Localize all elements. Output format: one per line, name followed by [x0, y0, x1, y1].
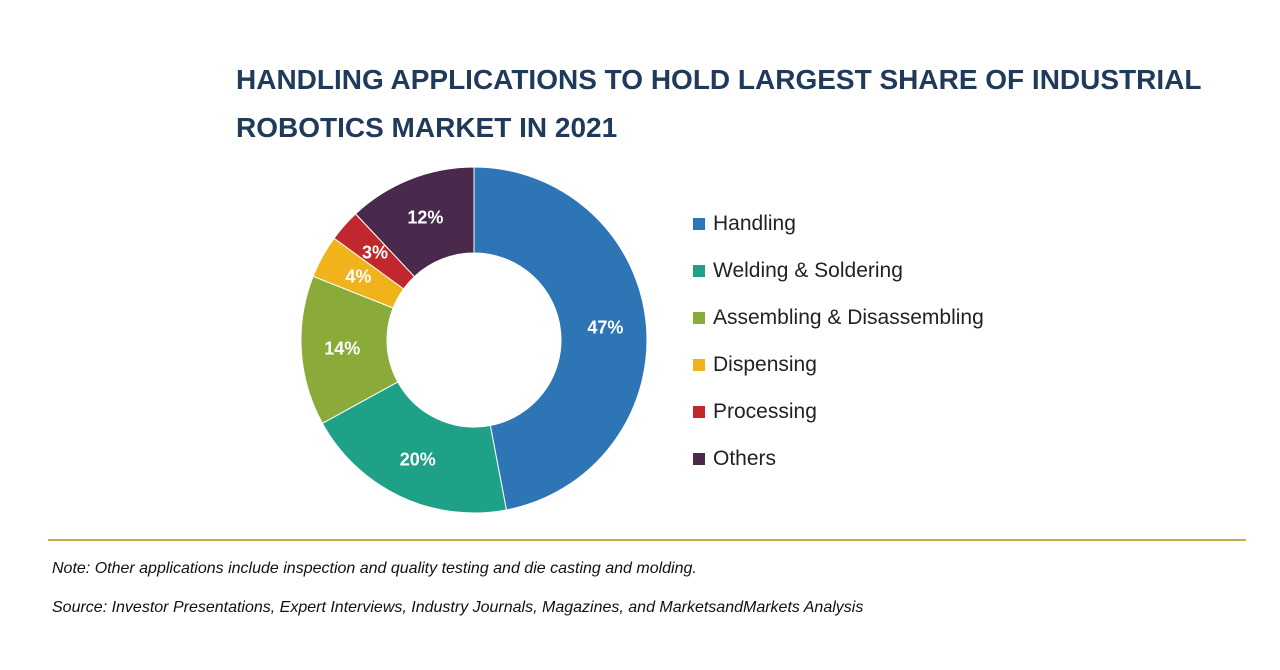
chart-legend: Handling Welding & Soldering Assembling & …: [693, 200, 984, 482]
chart-note: Note: Other applications include inspect…: [52, 560, 697, 577]
data-label-dispensing: 4%: [345, 266, 371, 286]
donut-slices: [300, 166, 648, 514]
legend-item: Processing: [693, 388, 984, 435]
donut-slice-labels: 47% 20% 14% 4% 3% 12%: [324, 207, 623, 469]
legend-swatch: [693, 311, 705, 324]
legend-swatch: [693, 264, 705, 277]
legend-label: Processing: [713, 399, 817, 423]
legend-swatch: [693, 405, 705, 418]
legend-label: Assembling & Disassembling: [713, 305, 984, 329]
legend-label: Handling: [713, 211, 796, 235]
chart-source: Source: Investor Presentations, Expert I…: [52, 599, 864, 616]
data-label-assembling-disassembling: 14%: [324, 338, 360, 358]
data-label-processing: 3%: [362, 243, 388, 263]
legend-item: Welding & Soldering: [693, 247, 984, 294]
legend-swatch: [693, 452, 705, 465]
footer-divider: [48, 539, 1246, 541]
slice-others: [354, 166, 475, 278]
legend-swatch: [693, 217, 705, 230]
legend-item: Handling: [693, 200, 984, 247]
data-label-welding-soldering: 20%: [400, 449, 436, 469]
slice-welding-soldering: [321, 381, 508, 514]
data-label-handling: 47%: [587, 318, 623, 338]
legend-item: Dispensing: [693, 341, 984, 388]
legend-label: Dispensing: [713, 352, 817, 376]
data-label-others: 12%: [407, 207, 443, 227]
legend-item: Assembling & Disassembling: [693, 294, 984, 341]
legend-label: Others: [713, 446, 777, 470]
chart-title: HANDLING APPLICATIONS TO HOLD LARGEST SH…: [236, 64, 1201, 143]
legend-item: Others: [693, 435, 984, 482]
legend-label: Welding & Soldering: [713, 258, 903, 282]
legend-swatch: [693, 358, 705, 371]
slice-handling: [473, 166, 648, 511]
